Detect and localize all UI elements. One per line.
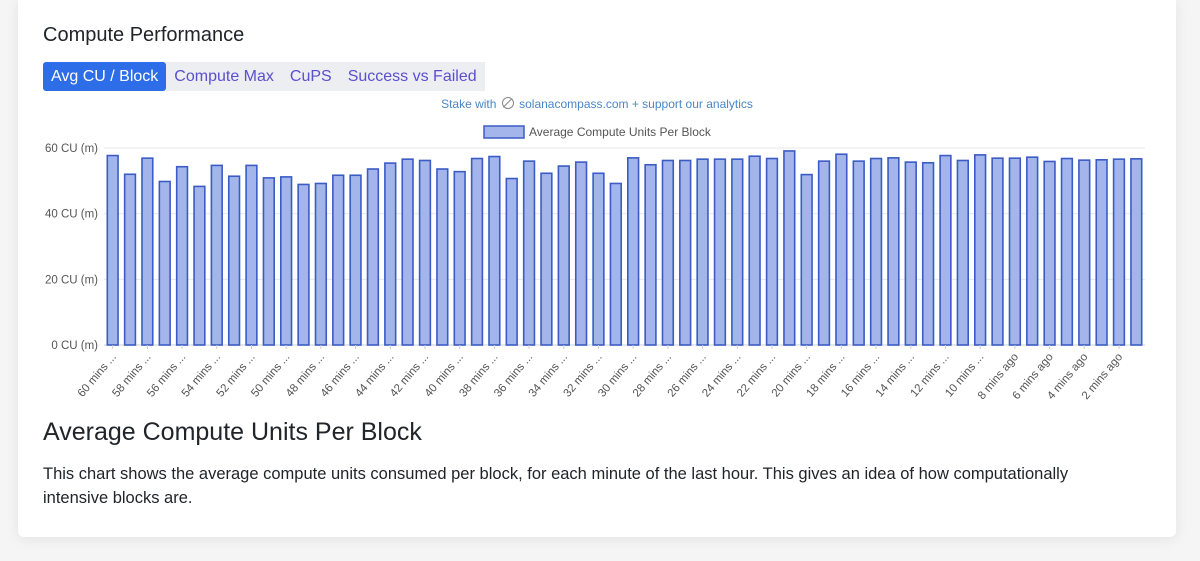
bar — [661, 159, 675, 346]
solana-compass-icon — [501, 97, 514, 109]
bars — [106, 150, 1143, 346]
bar — [696, 158, 709, 346]
bar — [1008, 157, 1022, 346]
bar — [1112, 158, 1126, 346]
bar — [349, 174, 362, 346]
bar — [279, 176, 293, 346]
bar — [852, 160, 865, 346]
promo-suffix: + support our analytics — [631, 97, 753, 111]
bar — [227, 175, 241, 346]
bar — [314, 182, 328, 346]
bar — [921, 161, 935, 346]
section-title: Compute Performance — [43, 24, 245, 46]
bar — [540, 172, 553, 346]
bar — [1026, 156, 1039, 346]
tab-cups[interactable]: CuPS — [281, 62, 340, 91]
bar — [384, 162, 397, 346]
bar — [401, 158, 414, 346]
legend[interactable]: Average Compute Units Per Block — [483, 125, 712, 139]
bar — [557, 165, 570, 346]
bar — [418, 159, 432, 346]
bar — [939, 154, 952, 346]
bar — [1060, 157, 1074, 346]
y-tick-label: 40 CU (m) — [45, 209, 98, 221]
bar — [748, 155, 761, 346]
bar — [193, 185, 206, 346]
bar — [765, 157, 779, 346]
bar — [973, 154, 987, 346]
bar — [835, 153, 848, 346]
y-tick-label: 0 CU (m) — [51, 340, 98, 352]
x-axis: 60 mins ...58 mins ...56 mins ...54 mins… — [76, 345, 1125, 402]
bar — [887, 157, 900, 346]
bar — [800, 173, 813, 346]
bar — [991, 157, 1004, 346]
description-text: This chart shows the average compute uni… — [43, 465, 1069, 507]
bar — [817, 160, 831, 346]
bar — [1130, 158, 1143, 346]
tab-compute-max[interactable]: Compute Max — [166, 62, 282, 91]
bar — [505, 177, 518, 346]
legend-swatch — [483, 125, 525, 139]
y-tick-label: 20 CU (m) — [45, 274, 98, 286]
bar — [123, 173, 137, 346]
bar — [956, 159, 970, 346]
y-axis: 0 CU (m) 20 CU (m) 40 CU (m) 60 CU (m) — [45, 143, 98, 352]
bar — [574, 161, 588, 346]
bar — [644, 163, 657, 346]
stake-promo[interactable]: Stake with solanacompass.com + support o… — [18, 97, 1176, 111]
bar — [609, 182, 623, 346]
bar — [158, 180, 171, 346]
y-tick-label: 60 CU (m) — [45, 143, 98, 155]
bar — [453, 170, 466, 346]
avg-cu-bar-chart: Average Compute Units Per Block 0 CU (m)… — [45, 125, 1145, 402]
bar — [106, 154, 119, 346]
bar — [1095, 159, 1108, 346]
promo-prefix: Stake with — [441, 97, 497, 111]
bar — [175, 165, 189, 346]
bar — [904, 161, 917, 346]
bar — [262, 177, 276, 346]
legend-label: Average Compute Units Per Block — [529, 125, 712, 139]
tab-success-vs-failed[interactable]: Success vs Failed — [339, 62, 485, 91]
bar — [488, 155, 501, 346]
bar — [679, 159, 692, 346]
bar — [210, 164, 223, 346]
bar — [436, 168, 449, 346]
bar — [626, 157, 640, 346]
bar — [470, 157, 484, 346]
bar — [522, 160, 536, 346]
bar — [592, 172, 605, 346]
compute-performance-card: Compute Performance Avg CU / Block Compu… — [18, 0, 1176, 537]
bar — [731, 158, 744, 346]
bar — [366, 168, 380, 346]
bar — [783, 150, 796, 346]
bar — [245, 164, 258, 346]
grid — [104, 147, 1145, 346]
tab-avg-cu-block[interactable]: Avg CU / Block — [43, 62, 167, 91]
bar — [713, 158, 727, 346]
bar — [1078, 159, 1091, 346]
bar — [869, 157, 883, 346]
bar — [297, 183, 310, 346]
bar — [1043, 160, 1056, 346]
promo-link[interactable]: solanacompass.com — [519, 97, 629, 111]
chart-tabs: Avg CU / Block Compute Max CuPS Success … — [43, 62, 485, 91]
description-title: Average Compute Units Per Block — [43, 418, 422, 446]
bar — [332, 174, 345, 346]
bar — [141, 157, 154, 346]
